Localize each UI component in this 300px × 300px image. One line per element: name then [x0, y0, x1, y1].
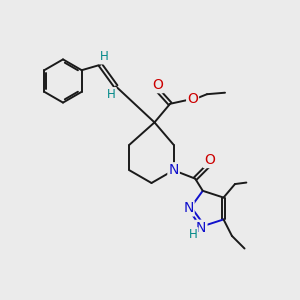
- Text: N: N: [168, 163, 179, 177]
- Text: O: O: [187, 92, 198, 106]
- Text: N: N: [183, 202, 194, 215]
- Text: H: H: [100, 50, 108, 64]
- Text: N: N: [196, 221, 206, 235]
- Text: O: O: [152, 78, 163, 92]
- Text: H: H: [107, 88, 116, 101]
- Text: O: O: [204, 153, 215, 167]
- Text: H: H: [189, 228, 197, 241]
